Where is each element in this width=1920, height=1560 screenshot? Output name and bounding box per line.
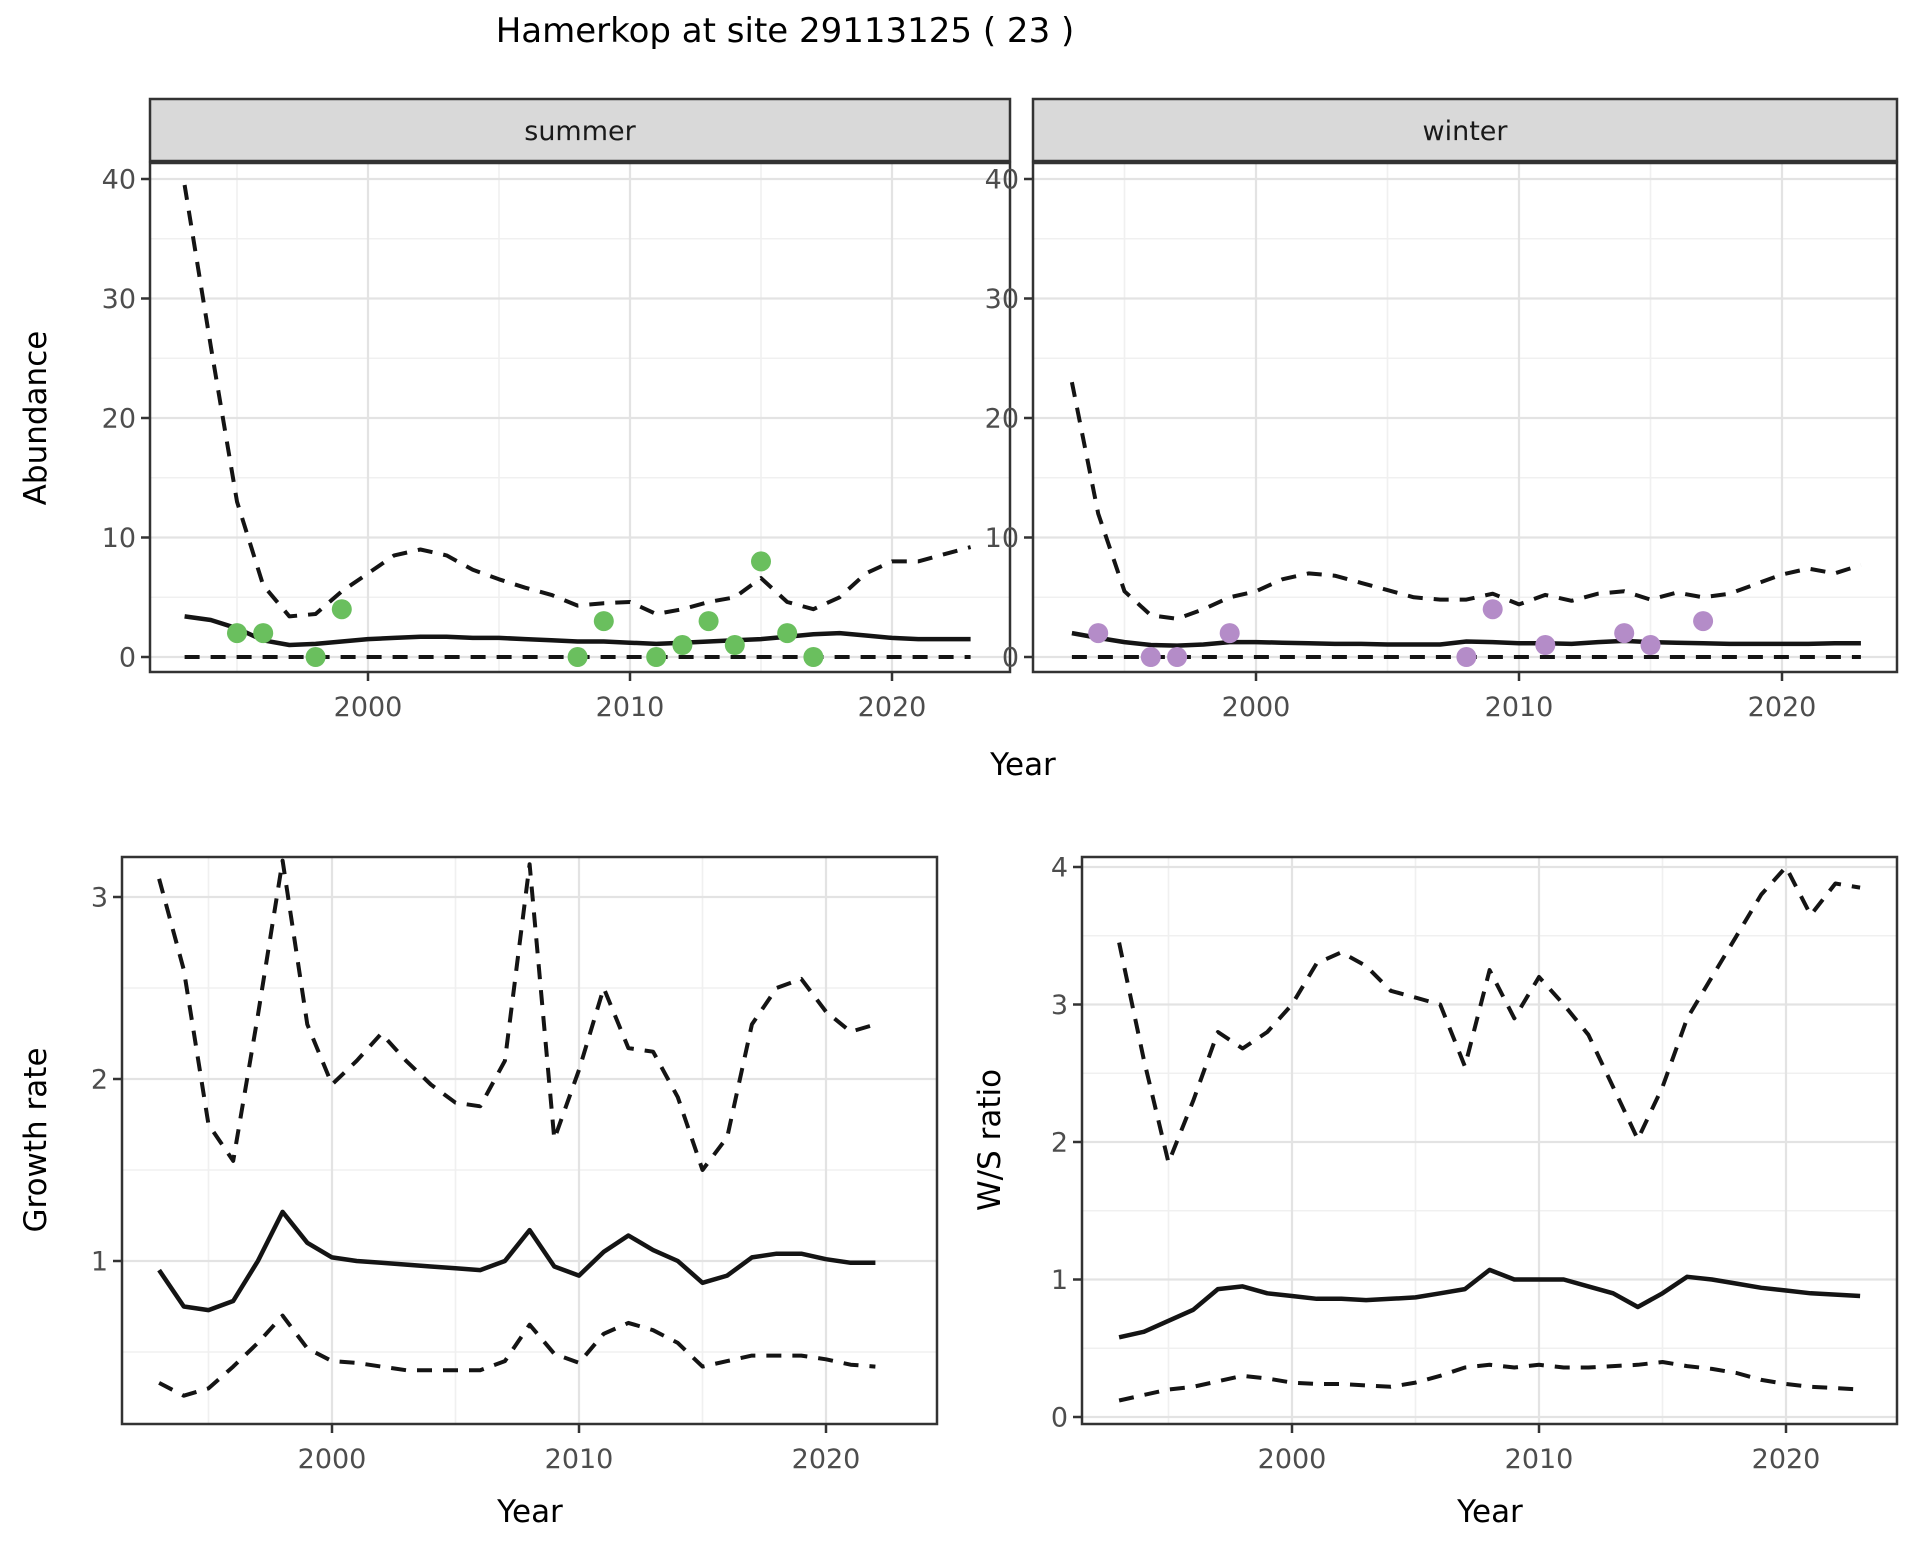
panel-growth-rate: 2000 2010 2020 1 2 3 xyxy=(91,855,939,1475)
y-tick-label: 2 xyxy=(1051,1127,1068,1158)
facet-strip-winter-label: winter xyxy=(1423,116,1509,147)
x-tick-label: 2010 xyxy=(1485,692,1554,723)
x-tick-label: 2020 xyxy=(792,1444,861,1475)
data-point xyxy=(777,623,798,644)
y-axis-title-ws-ratio: W/S ratio xyxy=(972,1069,1008,1211)
axis-ticks: 2000 2010 2020 0 10 20 30 40 xyxy=(985,164,1817,723)
data-point xyxy=(1482,599,1503,620)
observed_counts xyxy=(227,551,824,667)
data-point xyxy=(1614,623,1635,644)
upper_ci-line xyxy=(182,184,972,619)
data-point xyxy=(1640,635,1661,655)
y-tick-label: 1 xyxy=(1051,1265,1068,1296)
panel-abundance-summer: 2000 2010 2020 0 10 20 30 40 xyxy=(102,161,1012,723)
panel-abundance-winter: 2000 2010 2020 0 10 20 30 40 xyxy=(985,161,1899,723)
panel-ws-ratio: 2000 2010 2020 0 1 2 3 4 xyxy=(1051,852,1899,1475)
facet-strip-summer-label: summer xyxy=(524,116,636,147)
x-tick-label: 2010 xyxy=(545,1444,614,1475)
plot-title: Hamerkop at site 29113125 ( 23 ) xyxy=(496,11,1075,51)
y-tick-label: 30 xyxy=(102,284,136,315)
data-point xyxy=(1535,635,1556,655)
observed_counts xyxy=(1088,599,1714,667)
gridlines xyxy=(1033,163,1897,672)
y-tick-label: 2 xyxy=(91,1064,108,1095)
y-axis-title-abundance: Abundance xyxy=(18,331,54,506)
y-axis-title-growth-rate: Growth rate xyxy=(18,1047,54,1232)
x-axis-title-year-bottom-left: Year xyxy=(496,1494,563,1530)
data-point xyxy=(567,647,588,667)
data-point xyxy=(698,611,719,632)
data-point xyxy=(1088,623,1109,644)
data-point xyxy=(1167,647,1188,667)
x-tick-label: 2000 xyxy=(1222,692,1291,723)
data-point xyxy=(672,635,693,655)
y-tick-label: 20 xyxy=(102,403,136,434)
median-line xyxy=(157,1209,876,1313)
lower_ci-line xyxy=(158,1313,876,1398)
upper_ci-line xyxy=(1117,865,1861,1165)
x-tick-label: 2020 xyxy=(1752,1444,1821,1475)
panel-border xyxy=(120,855,939,1426)
data-point xyxy=(1456,647,1477,667)
panel-background xyxy=(1082,857,1897,1424)
y-tick-label: 40 xyxy=(102,164,136,195)
data-point xyxy=(751,551,771,572)
data-point xyxy=(305,647,326,667)
x-tick-label: 2020 xyxy=(858,692,927,723)
data-point xyxy=(331,599,352,620)
x-tick-label: 2020 xyxy=(1748,692,1817,723)
y-tick-label: 0 xyxy=(1051,1402,1068,1433)
x-tick-label: 2000 xyxy=(298,1444,367,1475)
y-tick-label: 0 xyxy=(1002,642,1019,673)
x-tick-label: 2010 xyxy=(1505,1444,1574,1475)
y-tick-label: 0 xyxy=(119,642,136,673)
x-axis-title-year-bottom-right: Year xyxy=(1456,1494,1523,1530)
data-point xyxy=(803,647,824,667)
y-tick-label: 30 xyxy=(985,284,1019,315)
median-line xyxy=(1118,1267,1861,1340)
panel-background xyxy=(122,857,937,1424)
upper_ci-line xyxy=(1069,381,1862,621)
axis-ticks: 2000 2010 2020 1 2 3 xyxy=(91,882,861,1475)
panel-border xyxy=(1080,855,1899,1426)
y-tick-label: 3 xyxy=(1051,990,1068,1021)
x-tick-label: 2000 xyxy=(1258,1444,1327,1475)
data-point xyxy=(1693,611,1714,632)
median-line xyxy=(184,614,971,648)
y-tick-label: 10 xyxy=(985,523,1019,554)
median-line xyxy=(1071,630,1861,648)
data-point xyxy=(593,611,614,632)
data-point xyxy=(227,623,247,644)
x-axis-title-year-top: Year xyxy=(989,747,1056,783)
upper_ci-line xyxy=(157,858,876,1172)
y-tick-label: 40 xyxy=(985,164,1019,195)
y-tick-label: 4 xyxy=(1051,852,1068,883)
facet-strip-summer: summer xyxy=(148,97,1012,163)
data-point xyxy=(253,623,274,644)
data-point xyxy=(1219,623,1240,644)
lower_ci-line xyxy=(1118,1360,1861,1403)
y-tick-label: 10 xyxy=(102,523,136,554)
x-tick-label: 2000 xyxy=(334,692,403,723)
data-point xyxy=(724,635,745,655)
x-tick-label: 2010 xyxy=(596,692,665,723)
facet-strip-winter: winter xyxy=(1031,97,1899,163)
data-point xyxy=(646,647,667,667)
y-tick-label: 3 xyxy=(91,882,108,913)
y-tick-label: 1 xyxy=(91,1246,108,1277)
data-point xyxy=(1140,647,1161,667)
y-tick-label: 20 xyxy=(985,403,1019,434)
axis-ticks: 2000 2010 2020 0 10 20 30 40 xyxy=(102,164,927,723)
axis-ticks: 2000 2010 2020 0 1 2 3 4 xyxy=(1051,852,1821,1475)
gridlines xyxy=(1082,857,1897,1424)
